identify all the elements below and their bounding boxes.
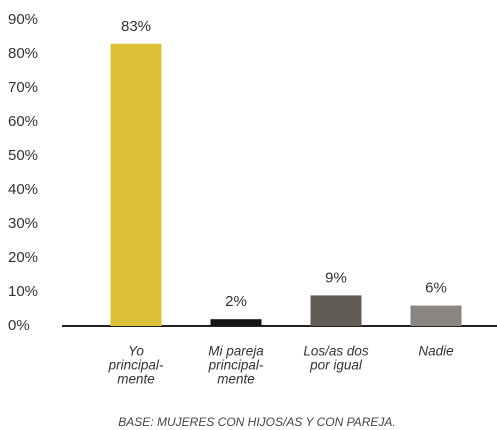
y-tick-label: 30% — [8, 215, 38, 232]
y-tick-label: 70% — [8, 79, 38, 96]
value-label: 83% — [121, 18, 151, 35]
x-tick-label: principal- — [208, 358, 264, 373]
y-tick-label: 80% — [8, 45, 38, 62]
y-tick-label: 20% — [8, 249, 38, 266]
bar — [210, 319, 262, 326]
x-tick-label: Yo — [128, 344, 144, 359]
y-tick-label: 90% — [8, 11, 38, 28]
value-label: 9% — [325, 269, 347, 286]
bar — [110, 43, 162, 327]
x-tick-label: mente — [217, 372, 255, 387]
x-tick-label: principal- — [108, 358, 164, 373]
x-tick-label: mente — [117, 372, 155, 387]
footnote: BASE: MUJERES CON HIJOS/AS Y CON PAREJA. — [118, 415, 395, 429]
y-tick-label: 0% — [8, 317, 30, 334]
y-tick-label: 10% — [8, 283, 38, 300]
bar — [410, 305, 462, 326]
y-tick-label: 50% — [8, 147, 38, 164]
x-tick-label: Mi pareja — [208, 344, 264, 359]
value-label: 6% — [425, 280, 447, 297]
x-tick-label: Los/as dos — [303, 344, 369, 359]
x-tick-label: Nadie — [418, 344, 453, 359]
bar — [310, 295, 362, 326]
x-tick-label: por igual — [309, 358, 363, 373]
y-tick-label: 60% — [8, 113, 38, 130]
y-tick-label: 40% — [8, 181, 38, 198]
value-label: 2% — [225, 293, 247, 310]
